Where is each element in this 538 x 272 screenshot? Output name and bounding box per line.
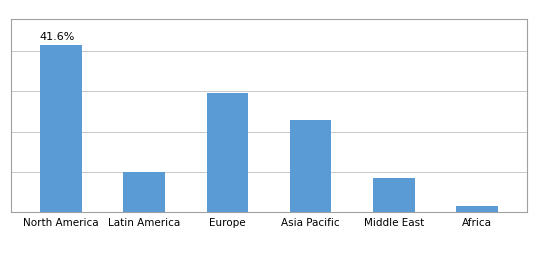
Bar bbox=[207, 94, 248, 212]
Bar bbox=[123, 172, 165, 212]
Text: 41.6%: 41.6% bbox=[40, 32, 75, 42]
Bar bbox=[373, 178, 415, 212]
Bar bbox=[290, 120, 331, 212]
Bar bbox=[456, 206, 498, 212]
Bar bbox=[40, 45, 82, 212]
